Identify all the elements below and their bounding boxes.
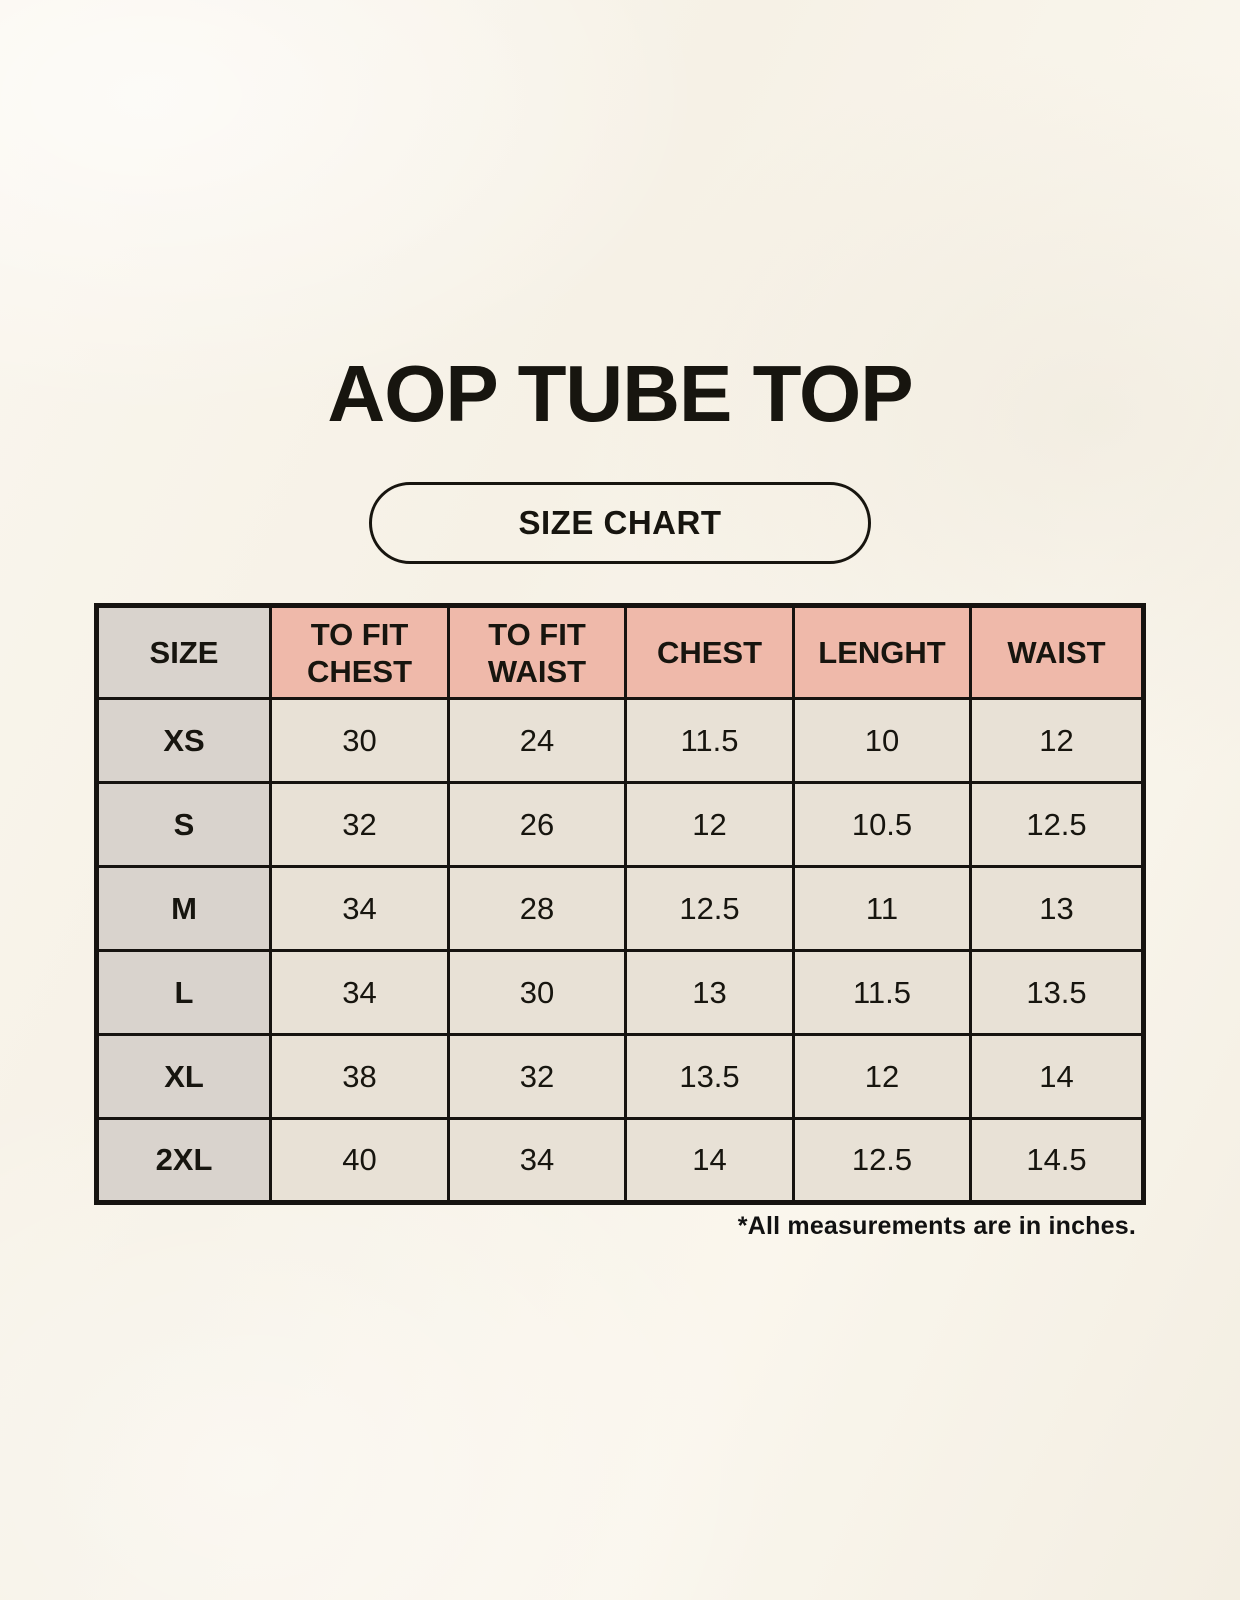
size-chart-badge: SIZE CHART [369,482,871,564]
size-label: S [95,781,272,868]
table-row-m: M 34 28 12.5 11 13 [95,865,1145,952]
measurements-footnote: *All measurements are in inches. [737,1212,1136,1240]
cell-value: 13.5 [969,949,1145,1036]
cell-value: 11.5 [792,949,972,1036]
table-row-l: L 34 30 13 11.5 13.5 [95,949,1145,1036]
cell-value: 34 [269,865,450,952]
size-chart-badge-label: SIZE CHART [518,504,722,541]
cell-value: 34 [269,949,450,1036]
cell-value: 12.5 [792,1117,972,1204]
table-row-xs: XS 30 24 11.5 10 12 [95,697,1145,784]
size-chart-table: SIZE TO FIT CHEST TO FIT WAIST CHEST LEN… [94,603,1146,1205]
cell-value: 12.5 [624,865,795,952]
cell-value: 12 [969,697,1145,784]
size-label: L [95,949,272,1036]
cell-value: 13 [969,865,1145,952]
cell-value: 34 [447,1117,627,1204]
cell-value: 40 [269,1117,450,1204]
table-row-xl: XL 38 32 13.5 12 14 [95,1033,1145,1120]
cell-value: 38 [269,1033,450,1120]
table-header-row: SIZE TO FIT CHEST TO FIT WAIST CHEST LEN… [95,604,1145,700]
cell-value: 28 [447,865,627,952]
column-header-to-fit-waist: TO FIT WAIST [447,604,627,700]
column-header-to-fit-chest: TO FIT CHEST [269,604,450,700]
cell-value: 12 [792,1033,972,1120]
cell-value: 14.5 [969,1117,1145,1204]
cell-value: 11 [792,865,972,952]
table-row-s: S 32 26 12 10.5 12.5 [95,781,1145,868]
cell-value: 30 [269,697,450,784]
cell-value: 12 [624,781,795,868]
cell-value: 13 [624,949,795,1036]
cell-value: 13.5 [624,1033,795,1120]
cell-value: 30 [447,949,627,1036]
size-label: XS [95,697,272,784]
cell-value: 26 [447,781,627,868]
column-header-waist: WAIST [969,604,1145,700]
cell-value: 12.5 [969,781,1145,868]
cell-value: 10.5 [792,781,972,868]
size-label: M [95,865,272,952]
cell-value: 10 [792,697,972,784]
size-label: XL [95,1033,272,1120]
column-header-chest: CHEST [624,604,795,700]
product-title: AOP TUBE TOP [327,349,913,438]
cell-value: 11.5 [624,697,795,784]
cell-value: 14 [969,1033,1145,1120]
cell-value: 32 [447,1033,627,1120]
column-header-lenght: LENGHT [792,604,972,700]
cell-value: 24 [447,697,627,784]
cell-value: 14 [624,1117,795,1204]
table-row-2xl: 2XL 40 34 14 12.5 14.5 [95,1117,1145,1204]
column-header-size: SIZE [95,604,272,700]
size-label: 2XL [95,1117,272,1204]
cell-value: 32 [269,781,450,868]
